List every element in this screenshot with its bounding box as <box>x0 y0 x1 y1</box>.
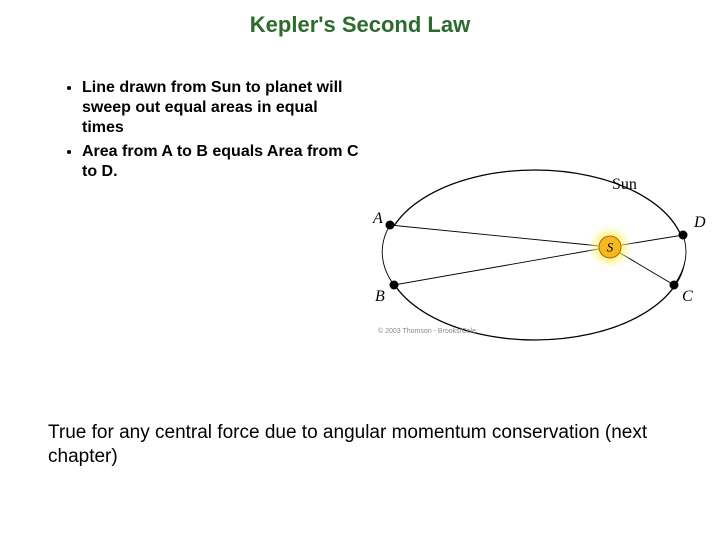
point-d <box>679 231 688 240</box>
bullet-list: Line drawn from Sun to planet will sweep… <box>60 78 360 186</box>
label-d: D <box>693 214 706 231</box>
bullet-item: Line drawn from Sun to planet will sweep… <box>82 78 360 138</box>
swept-area-ab <box>382 225 610 285</box>
point-a <box>386 221 395 230</box>
sun-letter: S <box>607 240 614 255</box>
label-c: C <box>682 288 693 305</box>
point-c <box>670 281 679 290</box>
footer-text: True for any central force due to angula… <box>48 421 672 470</box>
point-b <box>390 281 399 290</box>
slide: Kepler's Second Law Line drawn from Sun … <box>0 0 720 540</box>
label-a: A <box>372 210 383 227</box>
sun-label: Sun <box>612 176 637 193</box>
label-b: B <box>375 288 385 305</box>
bullet-item: Area from A to B equals Area from C to D… <box>82 142 360 182</box>
page-title: Kepler's Second Law <box>0 12 720 38</box>
copyright-text: © 2003 Thomson - Brooks/Cole <box>378 328 476 335</box>
